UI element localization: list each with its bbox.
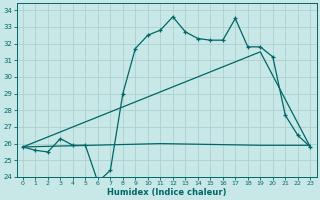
X-axis label: Humidex (Indice chaleur): Humidex (Indice chaleur): [107, 188, 226, 197]
